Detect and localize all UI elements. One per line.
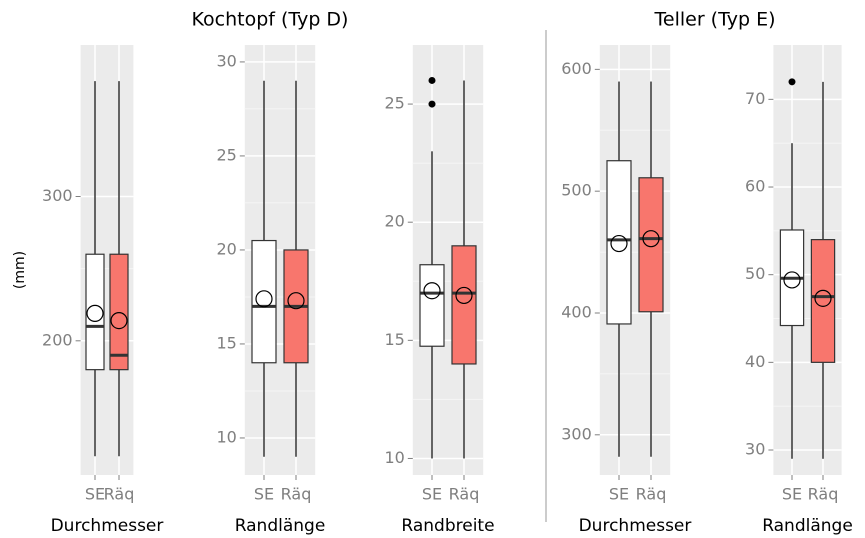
mean: [287, 292, 305, 310]
x-tick-label: Räq: [636, 485, 667, 504]
box: [810, 239, 836, 363]
x-axis-label: Durchmesser: [51, 516, 164, 536]
x-tick-label: SE: [422, 485, 442, 504]
box: [451, 245, 477, 365]
mean: [110, 312, 128, 330]
outlier: [428, 76, 436, 84]
mean: [423, 282, 441, 300]
y-tick-label: 20: [384, 212, 404, 231]
box: [638, 177, 664, 313]
y-tick-label: 10: [384, 448, 404, 467]
x-axis-label: Randlänge: [762, 516, 853, 536]
mean: [642, 230, 660, 248]
y-tick-label: 15: [384, 330, 404, 349]
y-tick-label: 30: [216, 51, 236, 70]
mean: [783, 271, 801, 289]
y-tick-label: 10: [216, 427, 236, 446]
x-tick-label: SE: [782, 485, 802, 504]
mean: [255, 290, 273, 308]
y-tick-label: 300: [561, 424, 592, 443]
x-tick-label: SE: [85, 485, 105, 504]
y-tick-label: 500: [561, 181, 592, 200]
box: [109, 253, 129, 371]
x-tick-label: SE: [254, 485, 274, 504]
mean: [86, 304, 104, 322]
y-tick-label: 60: [745, 177, 765, 196]
y-axis-label: (mm): [12, 251, 28, 289]
box: [251, 239, 277, 364]
y-tick-label: 40: [745, 352, 765, 371]
y-tick-label: 400: [561, 302, 592, 321]
group-title: Teller (Typ E): [654, 9, 776, 31]
x-tick-label: Räq: [449, 485, 480, 504]
mean: [814, 289, 832, 307]
x-tick-label: Räq: [808, 485, 839, 504]
group-title: Kochtopf (Typ D): [192, 9, 349, 31]
y-tick-label: 70: [745, 89, 765, 108]
x-axis-label: Durchmesser: [579, 516, 692, 536]
box: [85, 253, 105, 371]
box: [419, 264, 445, 347]
y-tick-label: 600: [561, 59, 592, 78]
y-tick-label: 50: [745, 264, 765, 283]
x-tick-label: SE: [609, 485, 629, 504]
x-tick-label: Räq: [281, 485, 312, 504]
outlier: [428, 100, 436, 108]
y-tick-label: 25: [384, 94, 404, 113]
x-axis-label: Randlänge: [235, 516, 326, 536]
y-tick-label: 20: [216, 239, 236, 258]
y-tick-label: 25: [216, 145, 236, 164]
outlier: [788, 78, 796, 86]
x-tick-label: Räq: [104, 485, 135, 504]
mean: [610, 234, 628, 253]
y-tick-label: 200: [42, 330, 73, 349]
y-tick-label: 300: [42, 186, 73, 205]
y-tick-label: 30: [745, 440, 765, 459]
y-tick-label: 15: [216, 333, 236, 352]
mean: [455, 286, 473, 305]
x-axis-label: Randbreite: [401, 516, 494, 536]
